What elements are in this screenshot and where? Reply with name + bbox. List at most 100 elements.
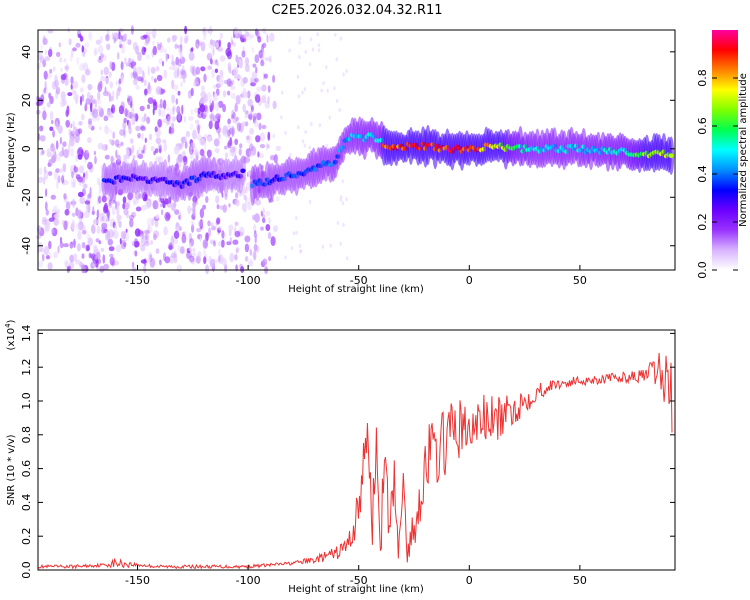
noise-speckle [226, 50, 232, 60]
noise-speckle [190, 219, 194, 225]
noise-speckle [43, 246, 50, 256]
noise-speckle [106, 90, 110, 97]
noise-speckle [182, 78, 186, 83]
noise-speckle [193, 149, 200, 156]
noise-speckle [125, 62, 130, 67]
noise-speckle [56, 80, 59, 87]
noise-speckle [176, 264, 182, 272]
noise-speckle [190, 65, 194, 74]
noise-speckle [185, 34, 189, 42]
noise-speckle [244, 243, 250, 253]
noise-speckle [226, 241, 232, 246]
noise-speckle [100, 247, 105, 252]
noise-speckle [158, 108, 162, 117]
noise-speckle [175, 56, 179, 66]
noise-speckle [143, 47, 147, 52]
snr-y-axis: 0.0 0.2 0.4 0.6 0.8 1.0 1.2 1.4 [20, 325, 675, 579]
heatmap-x-tick-label: -150 [125, 274, 150, 287]
noise-speckle [325, 65, 328, 70]
noise-speckle [98, 189, 102, 195]
colorbar-ticks: 0.0 0.2 0.4 0.6 0.8 [696, 69, 738, 279]
noise-speckle [77, 209, 82, 219]
noise-speckle [194, 76, 198, 85]
noise-speckle [73, 166, 79, 173]
noise-speckle [53, 217, 59, 226]
noise-speckle [103, 216, 109, 223]
heatmap-panel: -150 -100 -50 0 50 -40 -20 0 20 40 Height of str… [6, 25, 676, 295]
noise-speckle [133, 78, 138, 86]
noise-speckle [255, 94, 261, 103]
noise-speckle [176, 157, 180, 164]
noise-speckle [81, 74, 86, 84]
noise-speckle [45, 188, 48, 197]
noise-speckle [267, 85, 271, 93]
noise-speckle [175, 98, 178, 105]
noise-speckle [47, 262, 53, 271]
noise-speckle [87, 137, 92, 144]
noise-speckle [145, 142, 148, 151]
noise-speckle [232, 111, 236, 120]
noise-speckle [232, 239, 239, 245]
noise-speckle [135, 206, 142, 212]
noise-speckle [105, 34, 110, 42]
noise-speckle [169, 255, 175, 264]
noise-speckle [96, 209, 100, 219]
noise-speckle [179, 212, 182, 221]
noise-speckle [62, 141, 67, 148]
noise-speckle [118, 105, 125, 115]
noise-speckle [236, 122, 242, 132]
noise-speckle [67, 265, 72, 271]
noise-speckle [106, 43, 111, 51]
noise-speckle [51, 119, 54, 125]
noise-speckle [46, 73, 52, 79]
noise-speckle [167, 37, 171, 43]
noise-speckle [155, 214, 160, 219]
noise-speckle [229, 236, 232, 246]
noise-speckle [144, 41, 149, 46]
noise-speckle [109, 253, 114, 258]
noise-speckle [132, 41, 138, 51]
noise-speckle [203, 256, 207, 265]
noise-speckle [117, 219, 120, 224]
noise-speckle [83, 172, 86, 178]
noise-speckle [91, 260, 97, 268]
noise-speckle [101, 222, 108, 230]
noise-speckle [84, 210, 90, 219]
noise-speckle [72, 198, 75, 209]
noise-speckle [125, 211, 129, 219]
noise-speckle [43, 87, 47, 94]
snr-scale-exponent: 4 [4, 323, 12, 328]
noise-speckle [115, 244, 122, 253]
noise-speckle [275, 145, 281, 151]
noise-speckle [82, 230, 87, 235]
noise-speckle [159, 259, 162, 266]
noise-speckle [245, 156, 250, 164]
noise-speckle [53, 251, 58, 259]
noise-speckle [107, 238, 114, 246]
noise-speckle [131, 144, 135, 154]
noise-speckle [37, 53, 43, 61]
noise-speckle [140, 233, 146, 243]
noise-speckle [150, 240, 154, 245]
noise-speckle [111, 104, 116, 114]
noise-speckle [44, 56, 51, 62]
noise-speckle [244, 110, 248, 119]
noise-speckle [214, 102, 220, 112]
noise-speckle [152, 45, 157, 56]
noise-speckle [92, 244, 97, 249]
noise-speckle [149, 254, 153, 263]
noise-speckle [63, 58, 67, 63]
noise-speckle [190, 109, 194, 116]
noise-speckle [298, 55, 301, 60]
noise-speckle [234, 199, 240, 207]
noise-speckle [117, 201, 120, 207]
noise-speckle [298, 40, 301, 45]
noise-speckle [107, 195, 111, 201]
noise-speckle [85, 244, 90, 252]
noise-speckle [142, 34, 148, 39]
noise-speckle [262, 217, 266, 224]
noise-speckle [123, 33, 127, 39]
noise-speckle [177, 245, 181, 252]
noise-speckle [298, 36, 302, 41]
noise-speckle [244, 235, 251, 243]
